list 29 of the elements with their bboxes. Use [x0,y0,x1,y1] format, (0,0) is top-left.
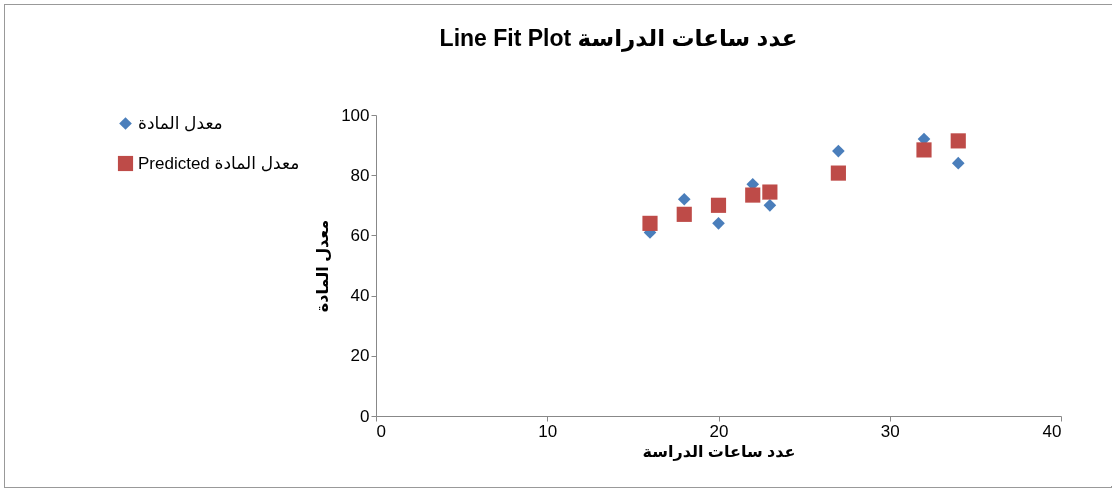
y-tick-label: 20 [350,346,370,366]
y-axis-title: معدل المادة [314,219,333,313]
y-tick-label: 0 [360,406,370,426]
point [642,215,658,231]
point [712,217,725,230]
y-tick-label: 60 [350,225,370,245]
point [763,198,777,212]
y-tick-label: 80 [350,165,370,185]
y-tick-label: 100 [341,105,370,125]
point [676,206,692,222]
chart-title: Line Fit Plot عدد ساعات الدراسة [439,25,798,52]
legend-label: معدل المادة [138,113,223,133]
x-tick-label: 40 [1042,421,1062,441]
point [830,165,846,181]
x-tick-label: 0 [376,421,386,441]
x-axis-title: عدد ساعات الدراسة [642,442,796,461]
legend-label: Predicted معدل المادة [138,153,300,173]
point [916,142,932,158]
x-tick-label: 20 [709,421,729,441]
point [677,192,691,206]
point [745,187,761,203]
point [832,144,845,158]
point [951,156,965,170]
x-tick-label: 10 [538,421,558,441]
y-tick-label: 40 [350,286,370,306]
point [950,133,966,149]
point [762,184,778,200]
x-tick-label: 30 [880,421,900,441]
point [710,197,727,213]
